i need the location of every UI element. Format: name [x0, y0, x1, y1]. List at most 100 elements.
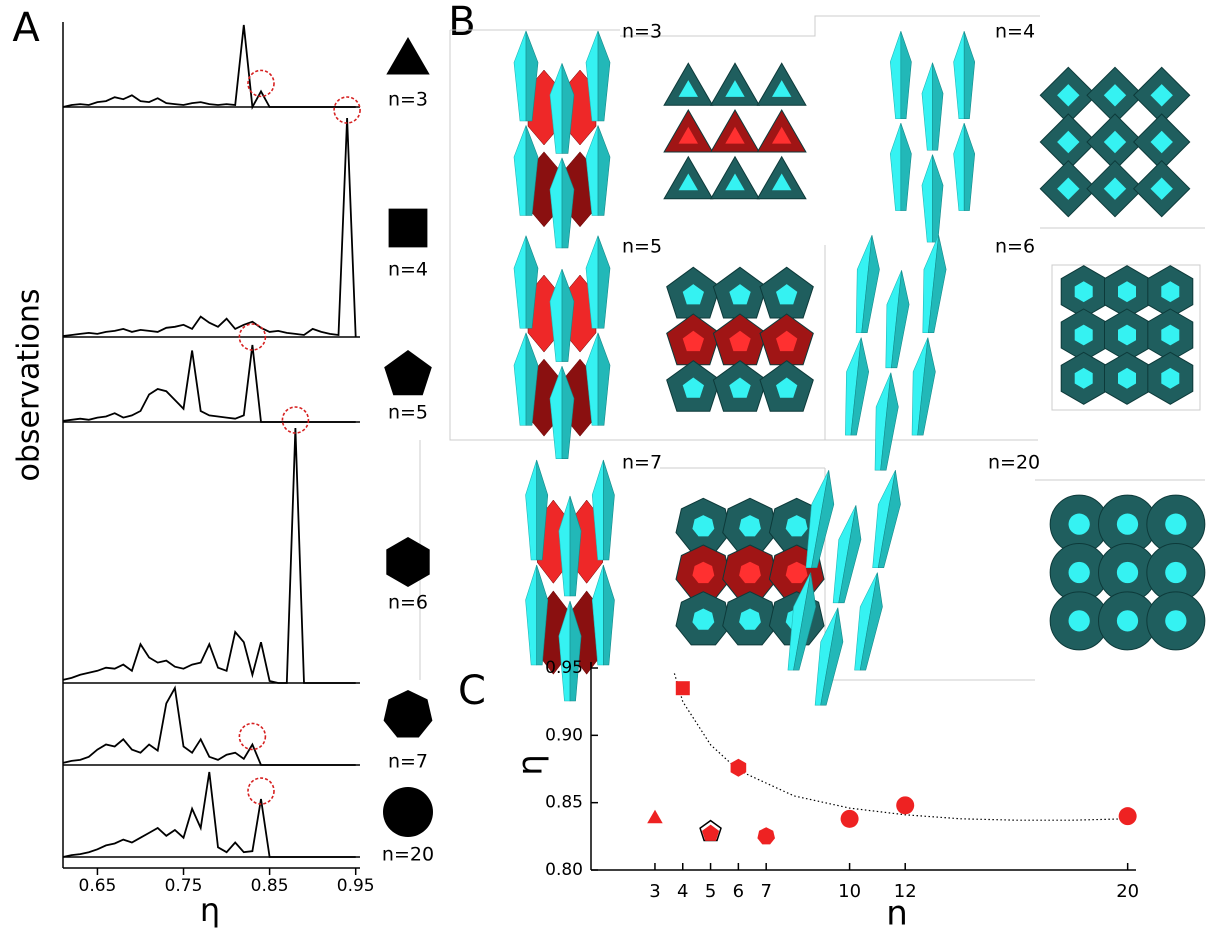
tile-core: [725, 173, 745, 191]
tile-core: [729, 330, 751, 352]
tile-core: [776, 377, 798, 398]
tile-core: [1103, 130, 1127, 154]
tile-core: [785, 515, 808, 537]
prism-right: [793, 572, 817, 671]
data-point: [1118, 807, 1137, 826]
prism-left: [921, 154, 933, 243]
y-tick-label: 0.85: [545, 793, 583, 813]
tile-core: [678, 80, 698, 97]
legend-shape: [383, 787, 433, 837]
tile-core: [1161, 367, 1180, 389]
prism-left: [525, 564, 537, 666]
legend-shape: [388, 208, 428, 248]
tile-core: [1165, 561, 1187, 584]
highlight-circle: [247, 69, 275, 98]
legend-label: n=6: [388, 592, 428, 614]
prism-right: [900, 123, 912, 211]
data-point: [757, 827, 775, 845]
tile-core: [1150, 177, 1173, 200]
data-point: [730, 758, 747, 777]
x-tick-label: 4: [677, 881, 688, 902]
prism-right: [861, 235, 880, 334]
tile-core: [678, 126, 698, 144]
tile-core: [1118, 281, 1136, 303]
prism-right: [917, 337, 936, 436]
panel-label: A: [12, 5, 40, 51]
prism-right: [525, 332, 539, 426]
legend-label: n=3: [388, 89, 428, 111]
tile-core: [739, 561, 761, 584]
prism-right: [569, 495, 582, 597]
prism-right: [838, 505, 862, 604]
panel-label: B: [448, 0, 475, 45]
structure-label: n=4: [995, 21, 1035, 43]
tile-core: [692, 608, 715, 630]
prism-right: [811, 470, 835, 569]
highlight-circle: [238, 722, 267, 751]
y-axis-label: observations: [12, 288, 47, 481]
tile-core: [1068, 513, 1090, 535]
tile-core: [1118, 367, 1136, 389]
legend-label: n=7: [388, 751, 428, 773]
tile-core: [692, 561, 715, 584]
tile-core: [1118, 324, 1136, 346]
prism-right: [525, 30, 539, 122]
tile-core: [739, 608, 761, 630]
histogram-line: [62, 771, 356, 858]
side-view: [787, 470, 901, 706]
prism-left: [953, 123, 965, 211]
tile-core: [1165, 513, 1187, 535]
side-view: [513, 235, 611, 459]
data-point: [840, 809, 859, 828]
histogram-line: [62, 117, 357, 338]
legend-label: n=5: [388, 402, 428, 424]
prism-right: [963, 123, 976, 211]
fit-curve: [673, 673, 1128, 821]
tile-core: [1150, 130, 1173, 154]
data-point: [675, 681, 690, 696]
side-view: [513, 30, 611, 249]
tile-core: [1057, 177, 1080, 200]
prism-left: [549, 268, 563, 362]
side-view: [845, 235, 947, 471]
tile-core: [729, 284, 751, 305]
prism-right: [597, 125, 611, 216]
tile-core: [1116, 610, 1139, 632]
y-tick-label: 0.95: [545, 658, 583, 678]
tile-core: [1057, 84, 1080, 107]
tile-core: [1103, 177, 1127, 200]
prism-left: [921, 62, 933, 151]
tile-core: [725, 80, 745, 97]
prism-left: [513, 235, 527, 329]
side-view: [889, 31, 976, 243]
prism-right: [932, 154, 944, 243]
prism-left: [889, 123, 902, 211]
tile-core: [692, 515, 715, 537]
y-axis-label: η: [511, 754, 551, 776]
structure-label: n=6: [995, 236, 1035, 258]
prism-right: [561, 63, 575, 154]
tile-core: [725, 126, 745, 144]
legend-shape: [383, 690, 433, 738]
prism-right: [597, 332, 611, 426]
tile-core: [1074, 367, 1093, 389]
histogram-line: [62, 24, 356, 110]
highlight-circle: [247, 777, 275, 805]
x-tick-label: 0.95: [337, 876, 375, 896]
tile-core: [785, 561, 808, 584]
prism-left: [889, 31, 902, 120]
highlight-circle: [281, 406, 310, 434]
prism-left: [513, 30, 527, 122]
tile-core: [729, 377, 751, 398]
tile-core: [776, 330, 798, 352]
legend-label: n=20: [382, 844, 434, 866]
x-tick-label: 5: [705, 881, 716, 902]
tile-core: [772, 173, 792, 191]
prism-left: [513, 125, 527, 216]
tile-core: [1068, 561, 1090, 584]
prism-left: [513, 332, 527, 426]
tile-core: [1116, 513, 1139, 535]
prism-right: [597, 30, 611, 122]
tile-core: [678, 173, 698, 191]
